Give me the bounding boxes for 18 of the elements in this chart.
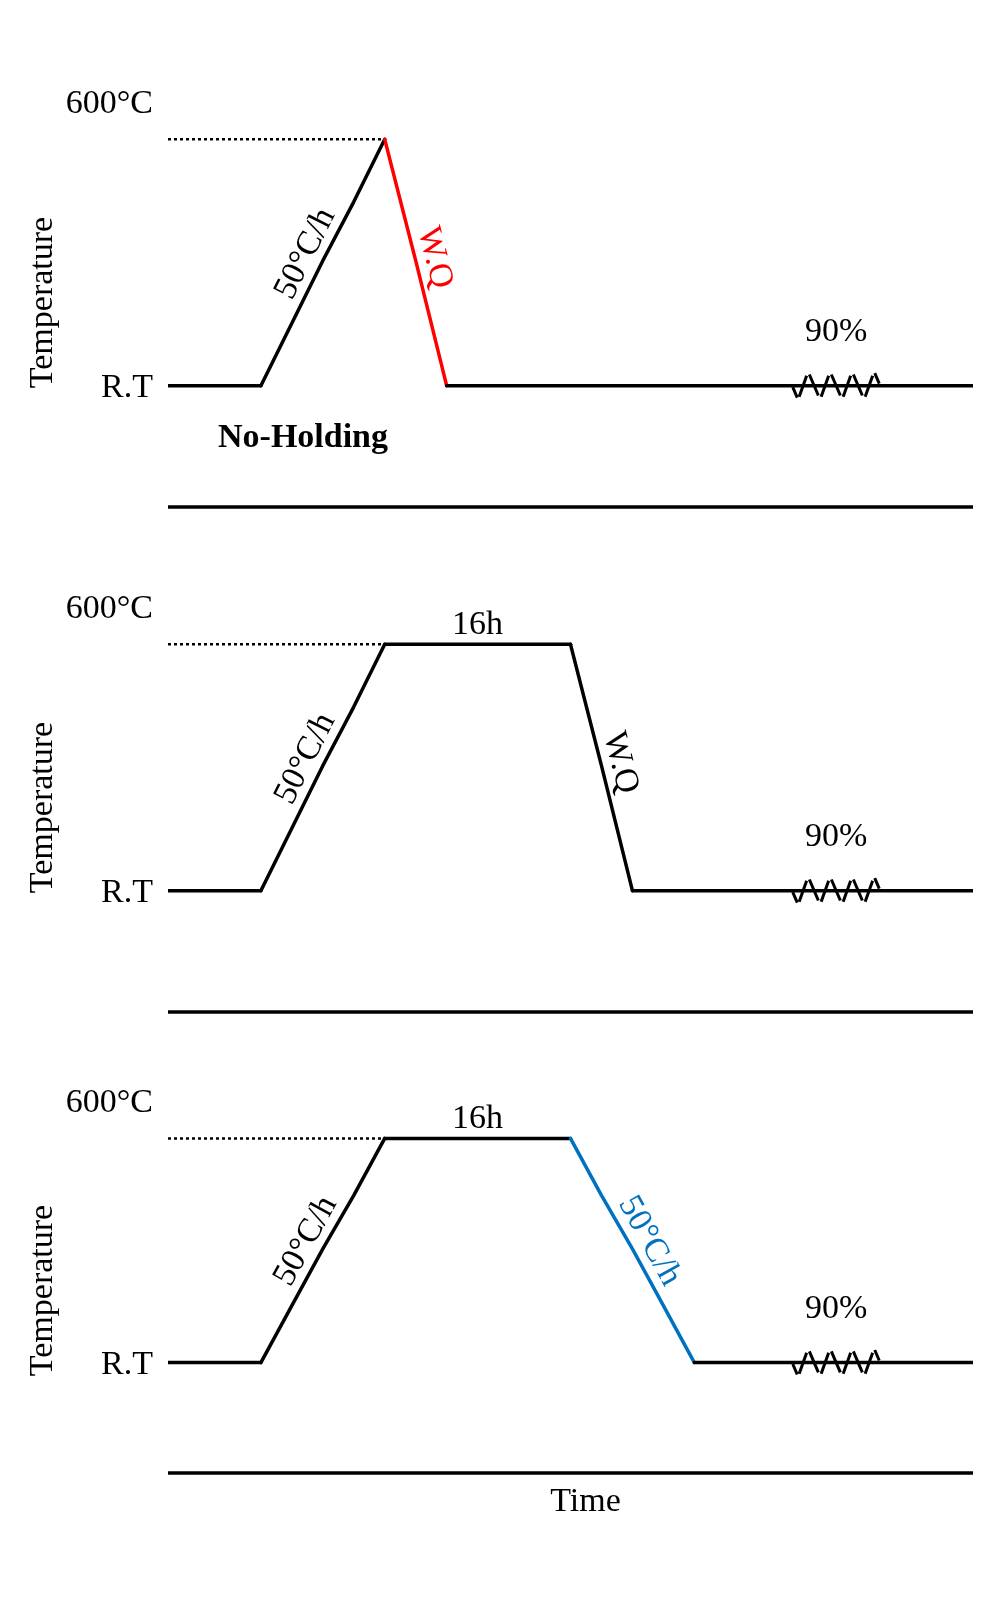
y-axis-title: Temperature xyxy=(21,216,59,389)
text: W.Q xyxy=(411,222,463,292)
annotation: 90% xyxy=(804,310,868,348)
series-label: 16h xyxy=(452,1097,504,1135)
annotation: 90% xyxy=(804,815,868,853)
ref-line-label: 600°C xyxy=(65,587,153,625)
annotation: No-Holding xyxy=(218,417,389,454)
annotation: 90% xyxy=(804,1287,868,1325)
text: W.Q xyxy=(597,727,649,797)
ref-line-label: 600°C xyxy=(65,82,153,120)
text: R.T xyxy=(101,872,154,910)
y-axis-title: Temperature xyxy=(21,721,59,894)
x-axis-title: Time xyxy=(550,1481,621,1518)
text: R.T xyxy=(101,1344,154,1382)
ref-line-label: 600°C xyxy=(65,1081,153,1119)
series-label: 16h xyxy=(452,603,504,641)
text: R.T xyxy=(101,367,154,405)
y-axis-title: Temperature xyxy=(21,1204,59,1377)
